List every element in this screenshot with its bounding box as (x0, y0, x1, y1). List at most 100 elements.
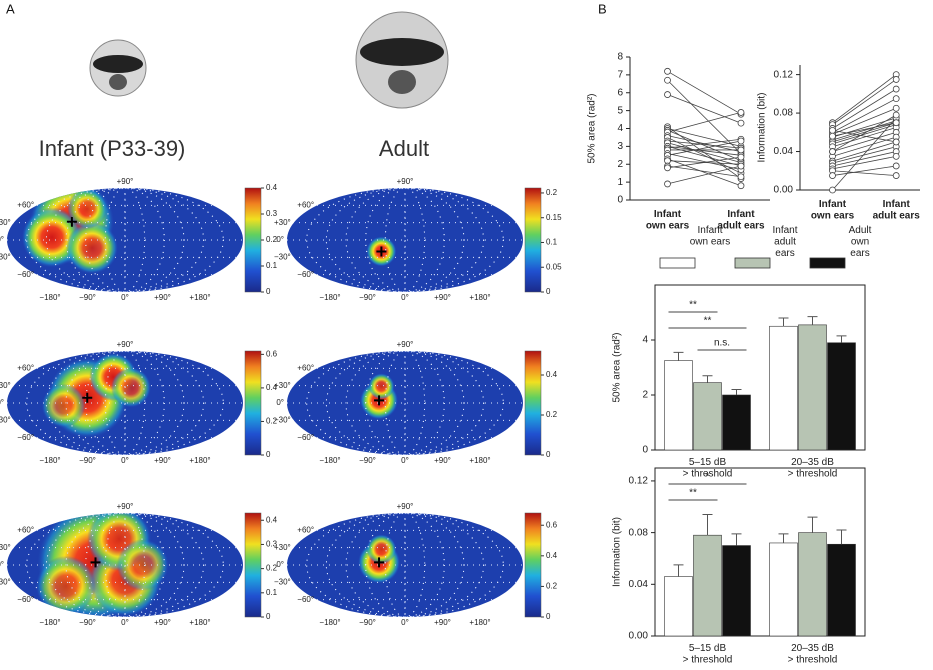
data-point (892, 111, 900, 119)
lat-label: +60° (297, 363, 314, 372)
pair-line (832, 131, 897, 152)
bar (827, 342, 856, 451)
bar (664, 360, 693, 451)
pair-line (667, 165, 742, 178)
y-tick-label: 0.08 (629, 527, 649, 538)
lat-label: +90° (117, 177, 134, 186)
lon-label: +90° (434, 293, 451, 302)
colorbar (244, 187, 262, 293)
lon-label: −90° (79, 456, 96, 465)
lon-label: 0° (401, 456, 409, 465)
graticule (104, 351, 146, 455)
x-tick-label: 5–15 dB > threshold (683, 643, 733, 666)
peak-marker (90, 557, 101, 568)
y-tick-label: 4 (617, 123, 623, 134)
sky-map: +90° +60° +30° 0° −30° −60° −180° −90° 0° +90° +18… (0, 177, 278, 302)
colorbar-tick-label: 0.2 (266, 235, 278, 244)
sky-map: +90° +60° +30° 0° −30° −60° −180° −90° 0° +90° +18… (274, 340, 558, 465)
pair-line (832, 107, 897, 135)
lat-label: −30° (274, 415, 291, 424)
graticule (345, 513, 465, 617)
pair-line (667, 138, 742, 149)
pair-line (832, 127, 897, 148)
lat-label: 0° (276, 398, 284, 407)
lat-label: +90° (397, 502, 414, 511)
colorbar-tick-label: 0.4 (266, 183, 278, 192)
map-content (287, 351, 523, 455)
significance-label: ** (689, 488, 697, 499)
pair-line (832, 74, 897, 124)
data-point (892, 152, 900, 160)
lon-label: +90° (154, 618, 171, 627)
lat-label: −30° (0, 577, 11, 586)
lat-label: +30° (274, 381, 291, 390)
x-tick-label: 20–35 dB > threshold (788, 643, 838, 666)
y-axis-title: Information (bit) (757, 92, 768, 162)
graticule (45, 513, 205, 617)
lat-label: −60° (17, 270, 34, 279)
y-tick-label: 0.08 (774, 108, 794, 119)
colorbar-tick-label: 0.3 (266, 209, 278, 218)
significance-label: n.s. (714, 338, 730, 349)
panel-label: A (6, 1, 15, 16)
colorbar-tick-label: 0 (266, 450, 271, 459)
data-point (892, 172, 900, 179)
colorbar (524, 350, 542, 456)
pair-line (667, 158, 742, 187)
legend-swatch (734, 257, 771, 269)
error-bar (673, 351, 684, 361)
colorbar-tick-label: 0 (546, 287, 551, 296)
colorbar-tick-label: 0.2 (266, 564, 278, 573)
pair-line (667, 165, 742, 185)
lon-label: −90° (359, 293, 376, 302)
pair-line (832, 165, 897, 176)
error-bar (673, 564, 684, 577)
lat-label: 0° (0, 398, 4, 407)
data-point (892, 119, 900, 127)
chart: 0 2 4 50% area (rad²) 5–15 dB > threshold 20–3… (612, 225, 872, 480)
pair-line (667, 156, 742, 169)
lat-label: +60° (17, 363, 34, 372)
graticule (104, 513, 146, 617)
y-tick-label: 0.00 (629, 631, 649, 642)
x-tick-label: Infant adult ears (717, 209, 765, 232)
legend-label: Adult own ears (849, 225, 872, 259)
lon-label: +180° (469, 618, 490, 627)
colorbar-tick-label: 0 (546, 612, 551, 621)
colorbar-tick-label: 0.05 (546, 262, 562, 271)
legend-label: Infant own ears (690, 225, 731, 248)
colorbar-tick-label: 0.2 (546, 582, 558, 591)
x-tick-label: 5–15 dB > threshold (683, 457, 733, 480)
pair-line (667, 79, 742, 154)
lon-label: +180° (189, 618, 210, 627)
lat-label: +60° (297, 525, 314, 534)
infant-ferret-photo (89, 39, 147, 97)
x-tick-label: Infant own ears (646, 209, 690, 232)
pair-line (832, 170, 897, 176)
lat-label: +90° (117, 340, 134, 349)
bar (664, 576, 693, 637)
pair-line (832, 129, 897, 143)
pair-line (832, 88, 897, 129)
heat-blob (65, 221, 118, 274)
data-point (737, 146, 745, 154)
lat-label: 0° (276, 560, 284, 569)
lat-label: +60° (17, 200, 34, 209)
sky-map: +90° +60° +30° 0° −30° −60° −180° −90° 0° +90° +18… (0, 340, 278, 465)
lon-label: +90° (154, 293, 171, 302)
sky-map: +90° +60° +30° 0° −30° −60° −180° −90° 0° +90° +18… (0, 502, 278, 627)
data-point (664, 67, 671, 75)
lon-label: −90° (79, 618, 96, 627)
map-content (7, 188, 243, 292)
bar (722, 394, 751, 451)
lat-label: −30° (0, 252, 11, 261)
error-bar (731, 533, 742, 546)
colorbar-tick-label: 0.2 (546, 188, 558, 197)
colorbar-tick-label: 0.4 (266, 515, 278, 524)
graticule (325, 188, 485, 292)
panel-label: B (598, 1, 607, 16)
data-point (829, 148, 836, 155)
pair-line (667, 145, 742, 156)
y-axis-title: Information (bit) (612, 517, 623, 587)
lat-label: −30° (0, 415, 11, 424)
